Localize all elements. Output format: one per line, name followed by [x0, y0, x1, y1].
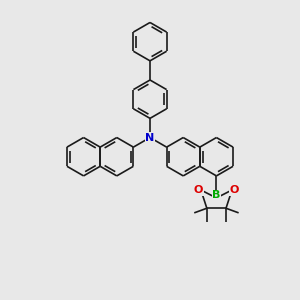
Text: O: O	[230, 185, 239, 195]
Text: B: B	[212, 190, 220, 200]
Text: O: O	[194, 185, 203, 195]
Text: N: N	[146, 133, 154, 142]
